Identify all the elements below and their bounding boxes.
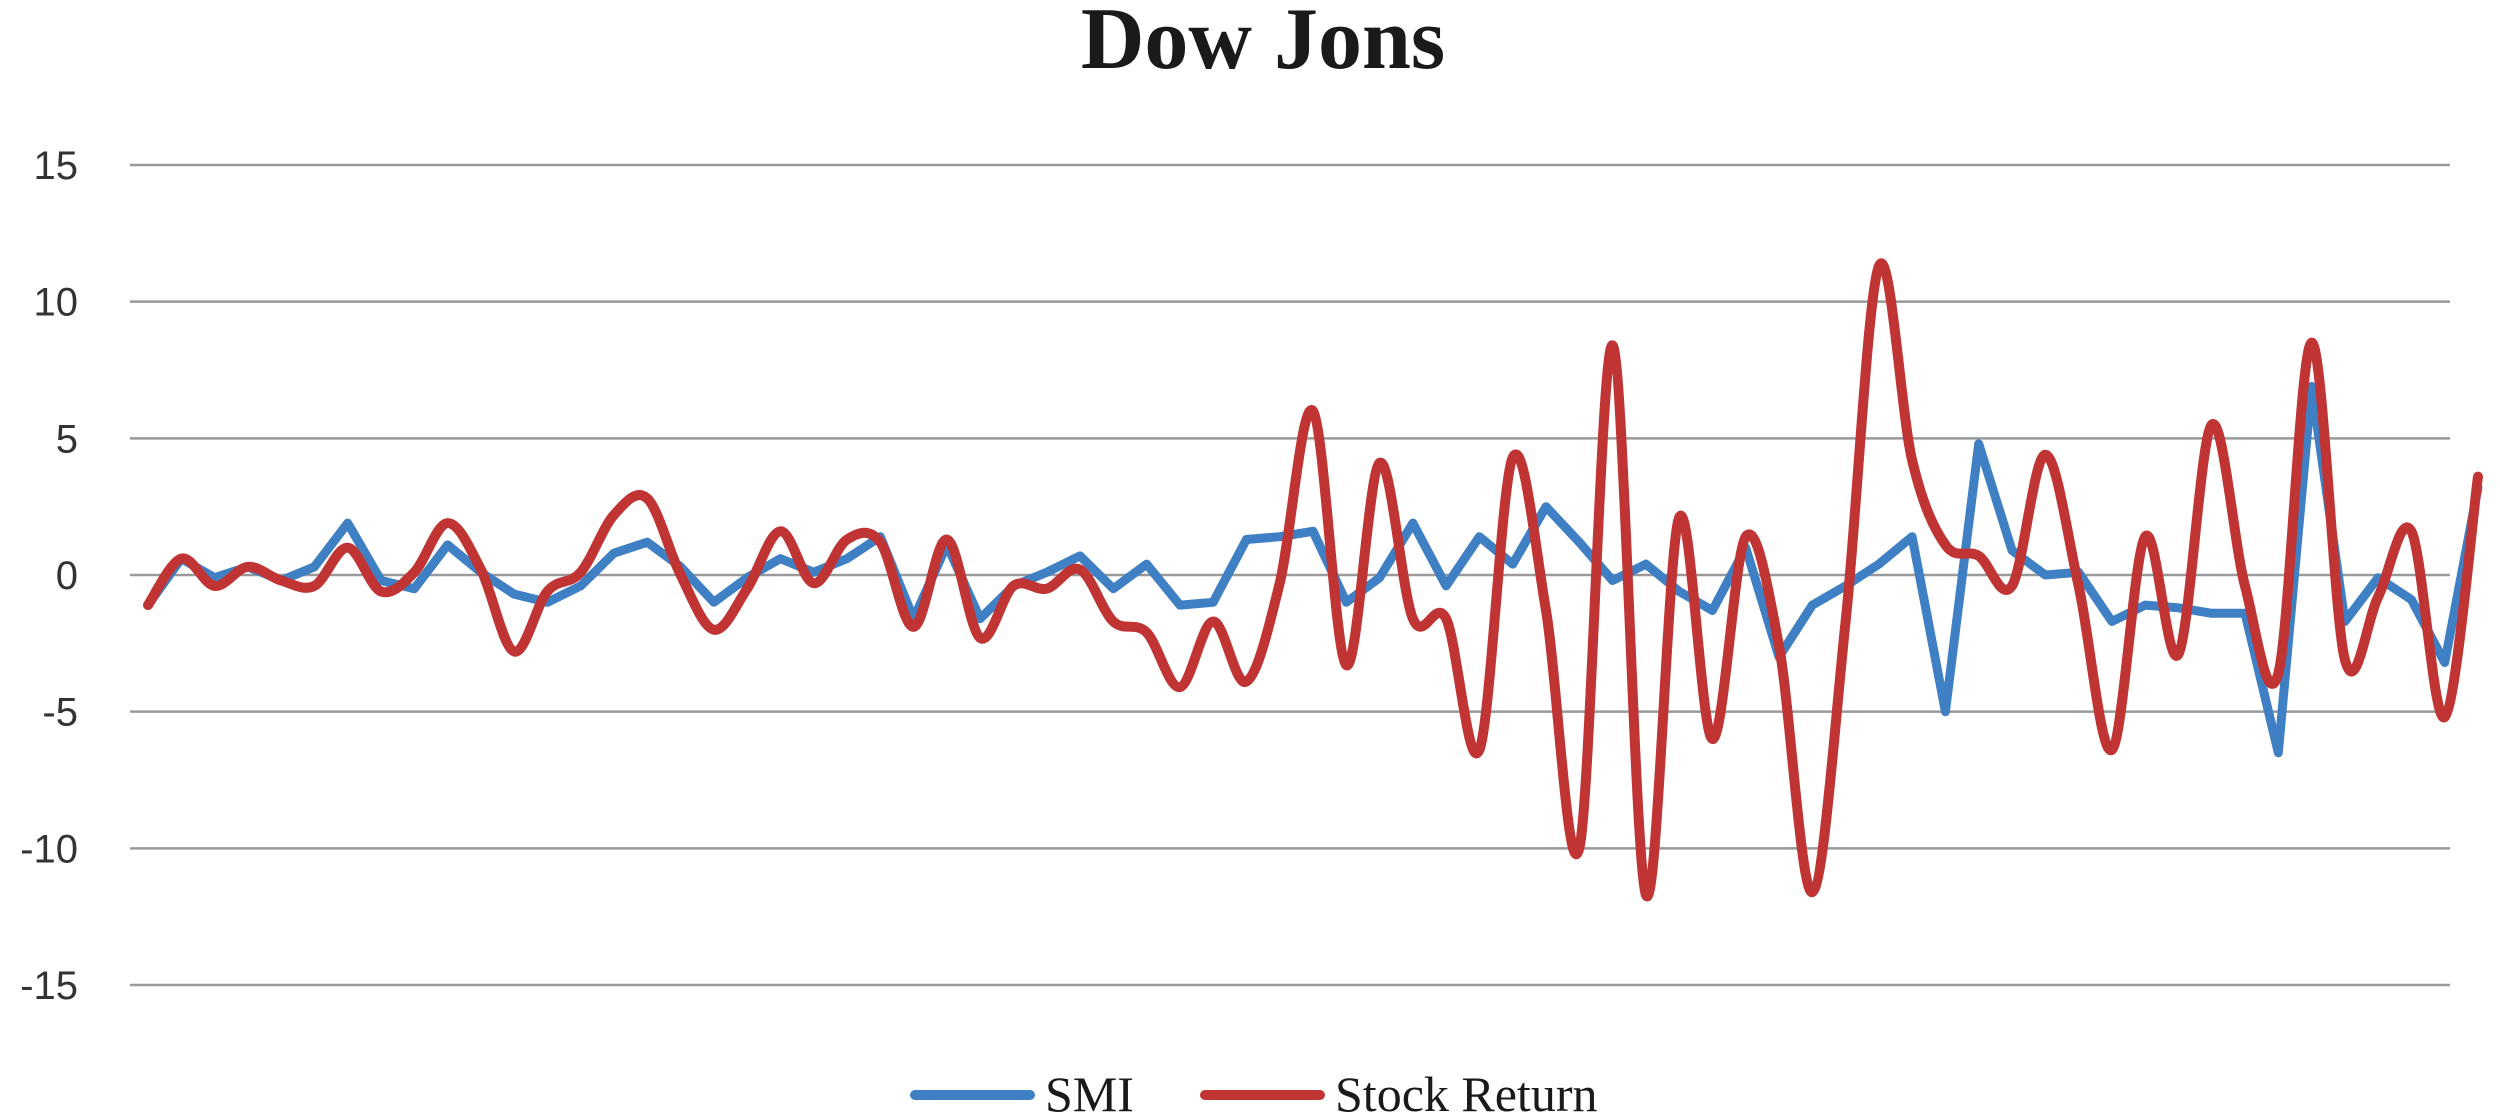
y-tick-label: 5 bbox=[56, 417, 78, 461]
legend-item-smi: SMI bbox=[910, 1066, 1134, 1117]
y-tick-label: -5 bbox=[42, 691, 78, 735]
y-tick-label: -15 bbox=[20, 964, 78, 1008]
series-line-stock-return bbox=[143, 258, 2483, 902]
legend-label: Stock Return bbox=[1335, 1066, 1597, 1117]
series-line-smi bbox=[143, 381, 2483, 758]
grid bbox=[130, 163, 2450, 987]
legend: SMI Stock Return bbox=[910, 1066, 1597, 1117]
y-tick-label: 0 bbox=[56, 554, 78, 598]
y-tick-label: 15 bbox=[34, 144, 79, 188]
legend-item-stock-return: Stock Return bbox=[1200, 1066, 1597, 1117]
chart-title: Dow Jons bbox=[1081, 0, 1445, 88]
legend-label: SMI bbox=[1045, 1066, 1134, 1117]
y-axis-tick-labels: 15 10 5 0 -5 -10 -15 bbox=[20, 144, 78, 1008]
series-group bbox=[143, 258, 2483, 902]
y-tick-label: 10 bbox=[34, 281, 79, 325]
y-tick-label: -10 bbox=[20, 827, 78, 871]
